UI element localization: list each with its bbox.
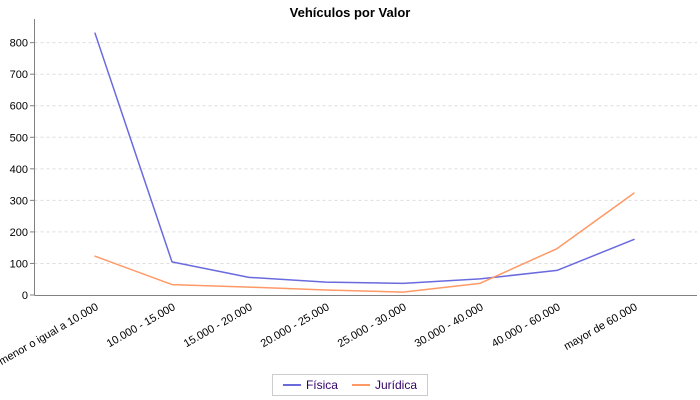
y-tick-label: 800	[10, 38, 28, 50]
x-category-label: 10.000 - 15.000	[105, 301, 178, 350]
x-category-label: 15.000 - 20.000	[182, 301, 255, 350]
fisica-line-swatch	[282, 384, 301, 386]
legend-entry-fisica: Física	[282, 378, 338, 392]
x-category-label: 25.000 - 30.000	[336, 301, 409, 350]
y-tick-label: 400	[10, 164, 28, 176]
series-line-fisica	[94, 32, 635, 285]
x-category-label: 20.000 - 25.000	[259, 301, 332, 350]
legend-entry-juridica: Jurídica	[351, 378, 418, 392]
y-tick-label: 0	[22, 290, 28, 302]
y-tick-label: 600	[10, 101, 28, 113]
x-category-label: mayor de 60.000	[562, 301, 640, 353]
y-tick-label: 700	[10, 69, 28, 81]
juridica-line-swatch	[351, 384, 370, 386]
y-tick-label: 300	[10, 195, 28, 207]
legend: Física Jurídica	[271, 374, 429, 396]
legend-label-fisica: Física	[305, 378, 338, 392]
legend-label-juridica: Jurídica	[374, 378, 418, 392]
x-category-label: 40.000 - 60.000	[490, 301, 563, 350]
chart-title: Vehículos por Valor	[289, 5, 411, 20]
y-tick-label: 100	[10, 258, 28, 270]
y-tick-label: 500	[10, 132, 28, 144]
series-line-juridica	[94, 192, 635, 293]
x-category-label: menor o igual a 10.000	[0, 301, 100, 368]
x-category-label: 30.000 - 40.000	[413, 301, 486, 350]
line-plot-area: 0 100 200 300 400 500 600 700 800 menor o igual a…	[0, 19, 697, 368]
y-tick-label: 200	[10, 227, 28, 239]
